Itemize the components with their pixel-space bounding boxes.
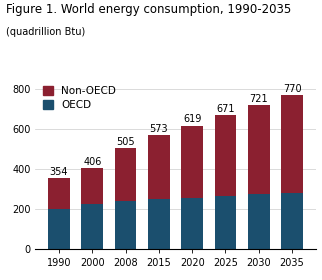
Text: 505: 505 bbox=[116, 137, 135, 147]
Bar bbox=[115, 148, 137, 201]
Text: (quadrillion Btu): (quadrillion Btu) bbox=[6, 27, 86, 37]
Bar bbox=[148, 135, 170, 199]
Text: 619: 619 bbox=[183, 114, 201, 124]
Bar bbox=[148, 199, 170, 249]
Bar bbox=[281, 95, 303, 193]
Bar bbox=[181, 198, 203, 249]
Text: 770: 770 bbox=[283, 84, 301, 94]
Bar bbox=[248, 105, 270, 195]
Text: Figure 1. World energy consumption, 1990-2035: Figure 1. World energy consumption, 1990… bbox=[6, 3, 292, 16]
Bar bbox=[48, 209, 70, 249]
Bar bbox=[281, 193, 303, 249]
Bar bbox=[48, 178, 70, 209]
Text: 354: 354 bbox=[50, 167, 68, 177]
Bar bbox=[81, 168, 103, 204]
Bar bbox=[214, 196, 236, 249]
Bar bbox=[214, 115, 236, 196]
Text: 671: 671 bbox=[216, 104, 235, 114]
Text: 721: 721 bbox=[250, 94, 268, 104]
Legend: Non-OECD, OECD: Non-OECD, OECD bbox=[41, 84, 118, 112]
Text: 406: 406 bbox=[83, 157, 101, 167]
Bar bbox=[81, 204, 103, 249]
Bar bbox=[115, 201, 137, 249]
Text: 573: 573 bbox=[149, 123, 168, 134]
Bar bbox=[248, 195, 270, 249]
Bar bbox=[181, 125, 203, 198]
